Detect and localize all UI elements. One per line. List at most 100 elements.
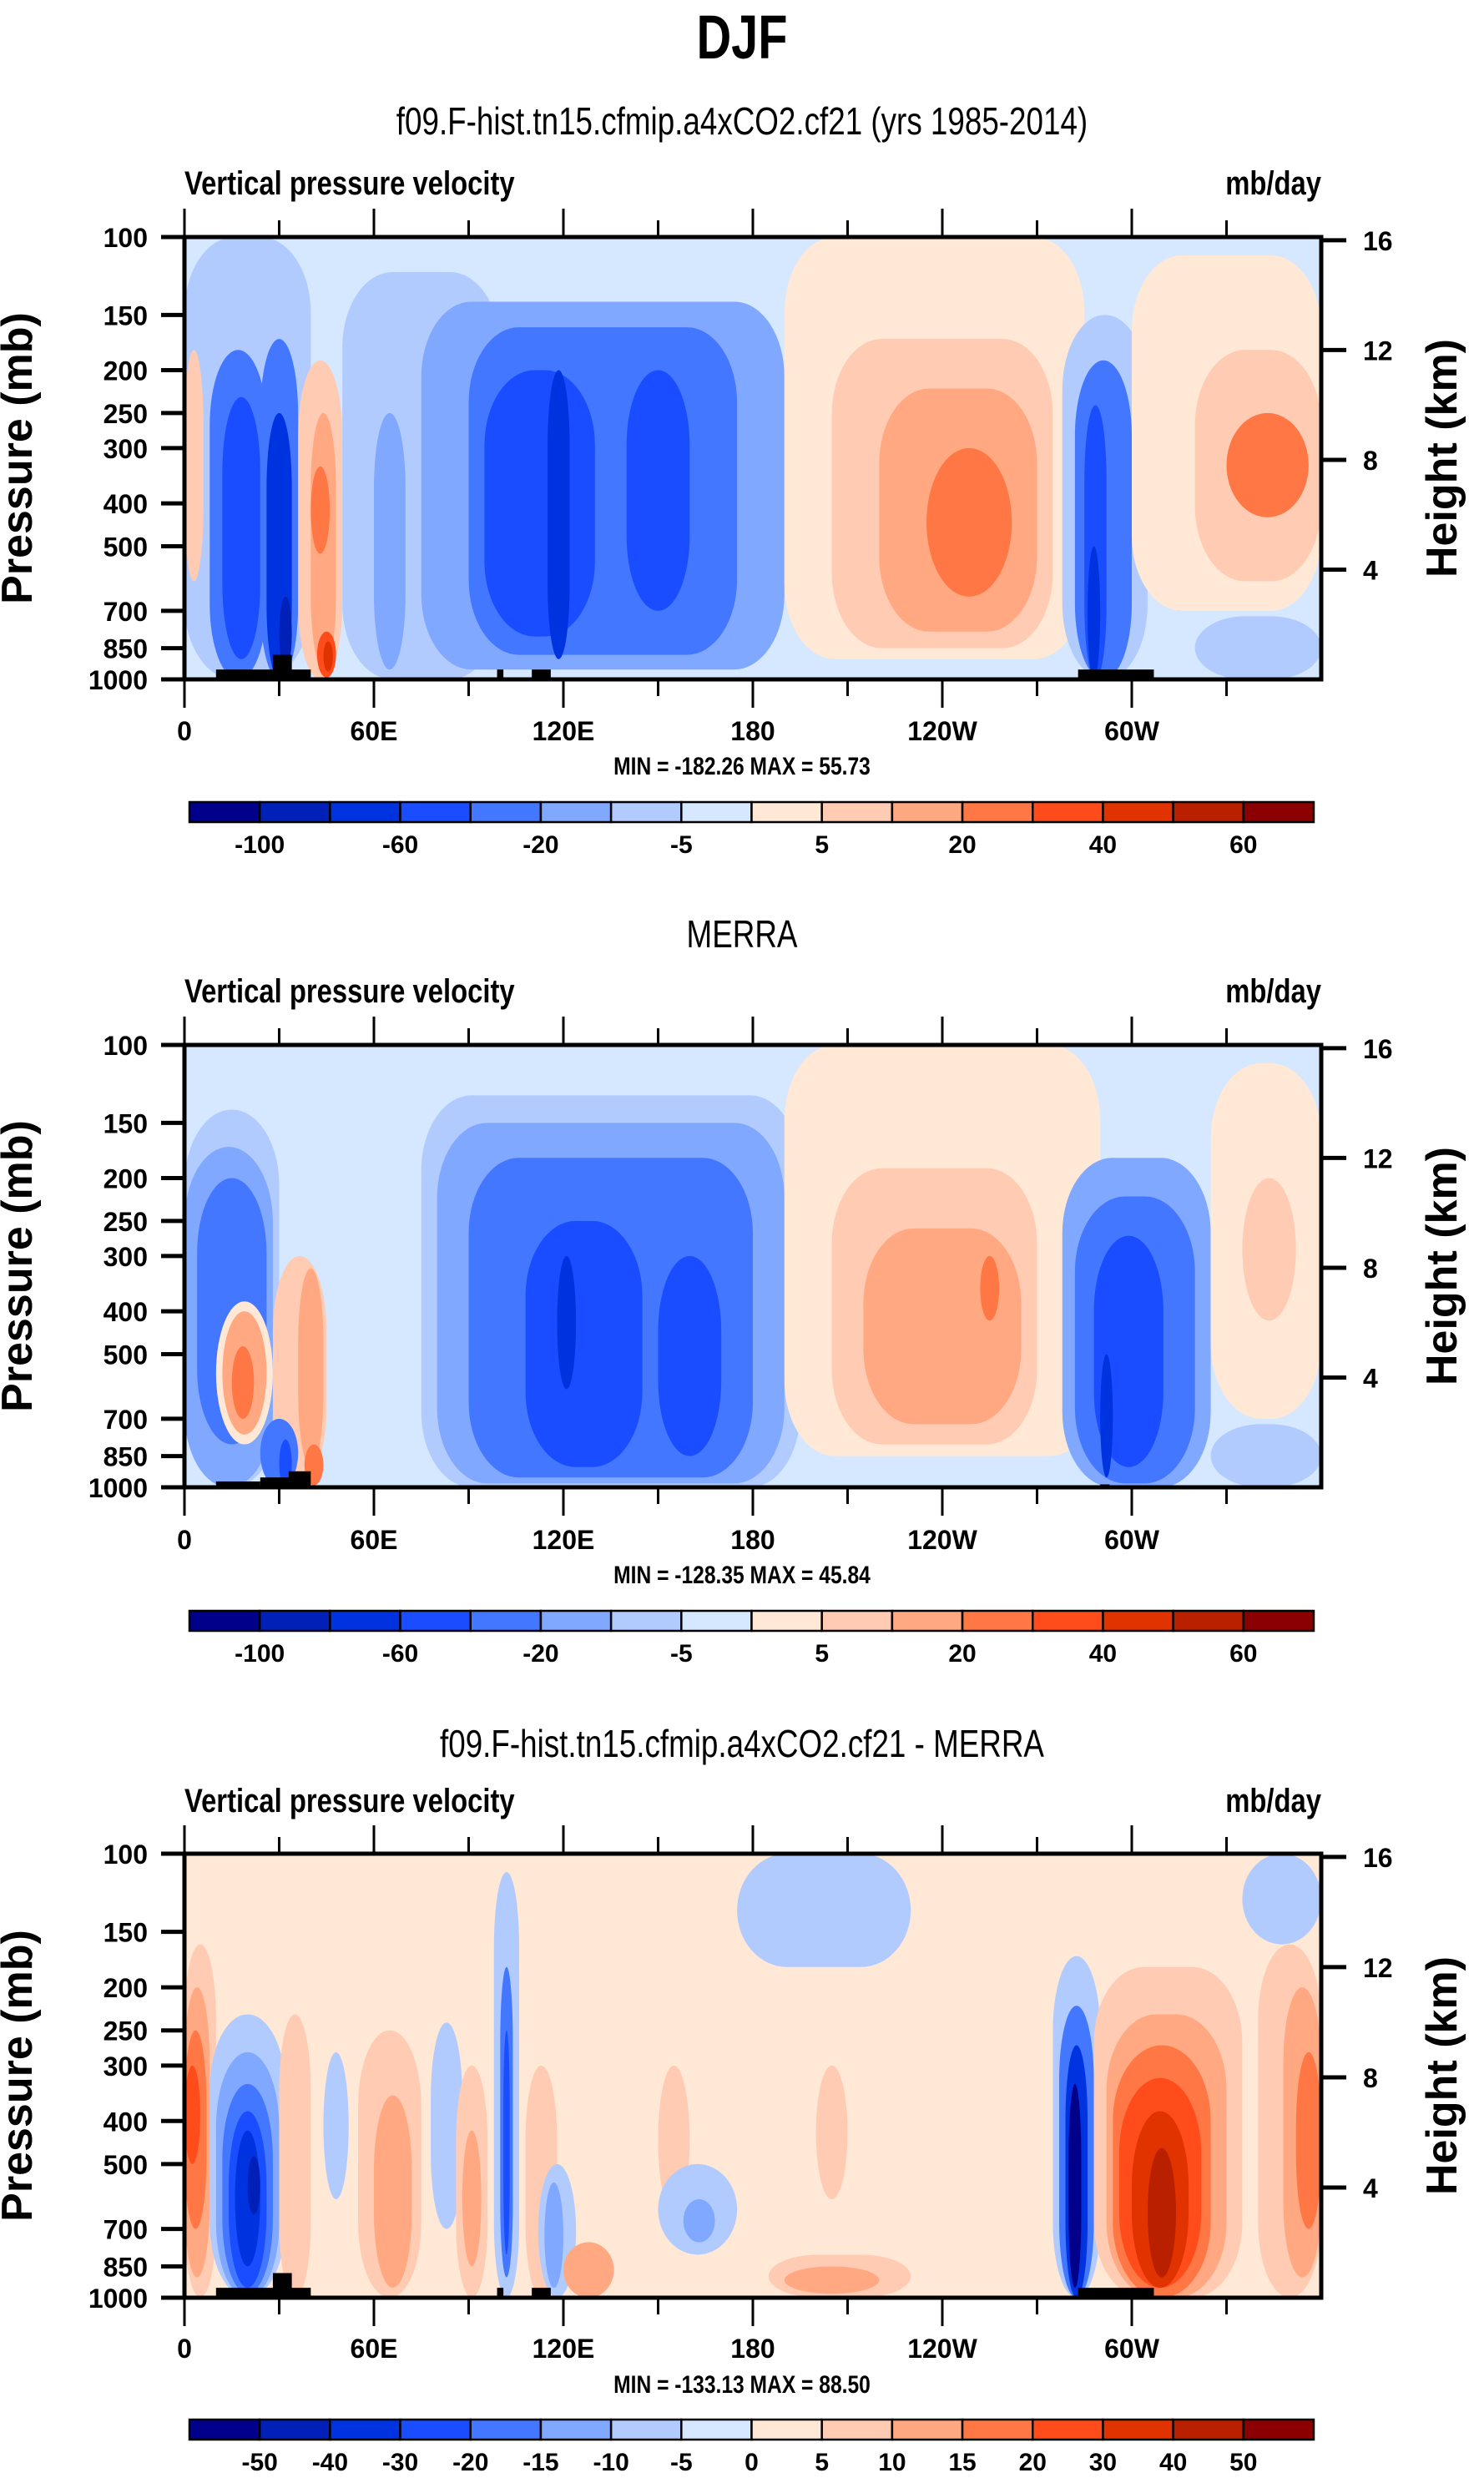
y-tick-label: 1000 [88, 665, 148, 695]
y-tick-label: 250 [103, 399, 148, 429]
colorbar-label: -60 [382, 831, 418, 859]
colorbar-box [188, 1609, 261, 1633]
contour-region [737, 1854, 911, 1967]
colorbar-box [961, 2418, 1034, 2441]
y-axis-title: Pressure (mb) [0, 312, 42, 604]
contour-region [863, 1228, 1022, 1425]
colorbar-box [539, 800, 613, 824]
panel-2-units: mb/day [1225, 973, 1321, 1010]
height-tick-label: 8 [1363, 1254, 1378, 1284]
contour-region [374, 412, 406, 670]
contour-region [279, 596, 292, 670]
colorbar-box [1242, 1609, 1315, 1633]
contour-region [484, 370, 595, 637]
colorbar-box [609, 2418, 683, 2441]
panel-1-left-string: Vertical pressure velocity [184, 165, 515, 202]
panel-3-minmax: MIN = -133.13 MAX = 88.50 [613, 2371, 871, 2399]
colorbar-label: -60 [382, 1640, 418, 1668]
right-axis-title: Height (km) [1418, 1956, 1466, 2195]
topography-mask [288, 1471, 311, 1487]
colorbar-label: 15 [948, 2449, 976, 2476]
topography-mask [1078, 669, 1154, 679]
contour-region [658, 1255, 722, 1456]
colorbar-box [188, 800, 261, 824]
topography-mask [215, 2288, 311, 2298]
contour-region [184, 2065, 200, 2164]
colorbar-box [539, 2418, 613, 2441]
height-tick-label: 8 [1363, 2063, 1378, 2093]
panel-2-plot [161, 1017, 1346, 1516]
contour-region [525, 1220, 643, 1467]
x-tick-label: 120E [533, 716, 595, 746]
height-tick-label: 4 [1363, 2173, 1378, 2203]
y-tick-label: 300 [103, 434, 148, 464]
panel-2-title: MERRA [686, 912, 798, 956]
colorbar-label: 20 [1019, 2449, 1047, 2476]
y-axis-title: Pressure (mb) [0, 1120, 42, 1412]
contour-region [1194, 616, 1321, 679]
x-tick-label: 60W [1104, 716, 1160, 746]
topography-mask [532, 669, 551, 679]
colorbar-label: 40 [1089, 831, 1117, 859]
contour-region [1100, 1354, 1113, 1478]
colorbar-label: -5 [670, 2449, 693, 2476]
height-tick-label: 12 [1363, 1143, 1393, 1173]
topography-mask [497, 2288, 504, 2298]
colorbar-box [188, 2418, 261, 2441]
contour-region [563, 2242, 614, 2298]
colorbar-label: -20 [452, 2449, 488, 2476]
contour-region [279, 2014, 311, 2298]
contour-region [1068, 2083, 1082, 2289]
y-tick-label: 100 [103, 1840, 148, 1870]
colorbar-box [750, 1609, 823, 1633]
contour-region [926, 447, 1012, 597]
x-tick-label: 0 [177, 716, 192, 746]
y-tick-label: 500 [103, 532, 148, 562]
colorbar-box [399, 1609, 472, 1633]
colorbar-box [891, 2418, 964, 2441]
y-tick-label: 300 [103, 2052, 148, 2082]
panel-1-title: f09.F-hist.tn15.cfmip.a4xCO2.cf21 (yrs 1… [396, 99, 1088, 143]
topography-mask [215, 669, 311, 679]
colorbar-box [539, 1609, 613, 1633]
contour-region [548, 370, 570, 659]
colorbar-box [1172, 800, 1245, 824]
y-tick-label: 200 [103, 1973, 148, 2003]
panel-3-plot [161, 1825, 1346, 2326]
topography-mask [215, 1481, 260, 1487]
panel-1-colorbar [188, 800, 1315, 824]
y-tick-label: 700 [103, 2215, 148, 2245]
topography-mask [1078, 2288, 1154, 2298]
panel-1-plot [161, 209, 1346, 708]
colorbar-label: 5 [815, 2449, 829, 2476]
y-tick-label: 850 [103, 1442, 148, 1472]
panel-3-title: f09.F-hist.tn15.cfmip.a4xCO2.cf21 - MERR… [440, 1722, 1044, 1765]
y-tick-label: 850 [103, 2252, 148, 2282]
y-tick-label: 250 [103, 2016, 148, 2046]
right-axis-title: Height (km) [1418, 1147, 1466, 1385]
height-tick-label: 16 [1363, 1034, 1393, 1064]
colorbar-label: -50 [242, 2449, 278, 2476]
y-tick-label: 150 [103, 1918, 148, 1948]
contour-region [683, 2198, 715, 2243]
colorbar-label: 50 [1229, 2449, 1257, 2476]
colorbar-box [1032, 800, 1104, 824]
height-tick-label: 16 [1363, 1843, 1393, 1873]
x-tick-label: 120E [533, 1525, 595, 1555]
contour-region [815, 2065, 848, 2199]
colorbar-box [1102, 1609, 1174, 1633]
colorbar-box [469, 1609, 543, 1633]
height-tick-label: 12 [1363, 1953, 1393, 1983]
x-tick-label: 120W [907, 716, 977, 746]
colorbar-box [399, 2418, 472, 2441]
contour-region [1210, 1424, 1321, 1487]
colorbar-label: 20 [948, 1640, 976, 1668]
colorbar-box [258, 800, 331, 824]
panel-1-units: mb/day [1225, 165, 1321, 202]
colorbar-label: -5 [670, 831, 693, 859]
y-tick-label: 500 [103, 2150, 148, 2180]
colorbar-box [1032, 2418, 1104, 2441]
topography-mask [272, 2273, 292, 2298]
colorbar-box [469, 2418, 543, 2441]
colorbar-label: 60 [1229, 831, 1257, 859]
